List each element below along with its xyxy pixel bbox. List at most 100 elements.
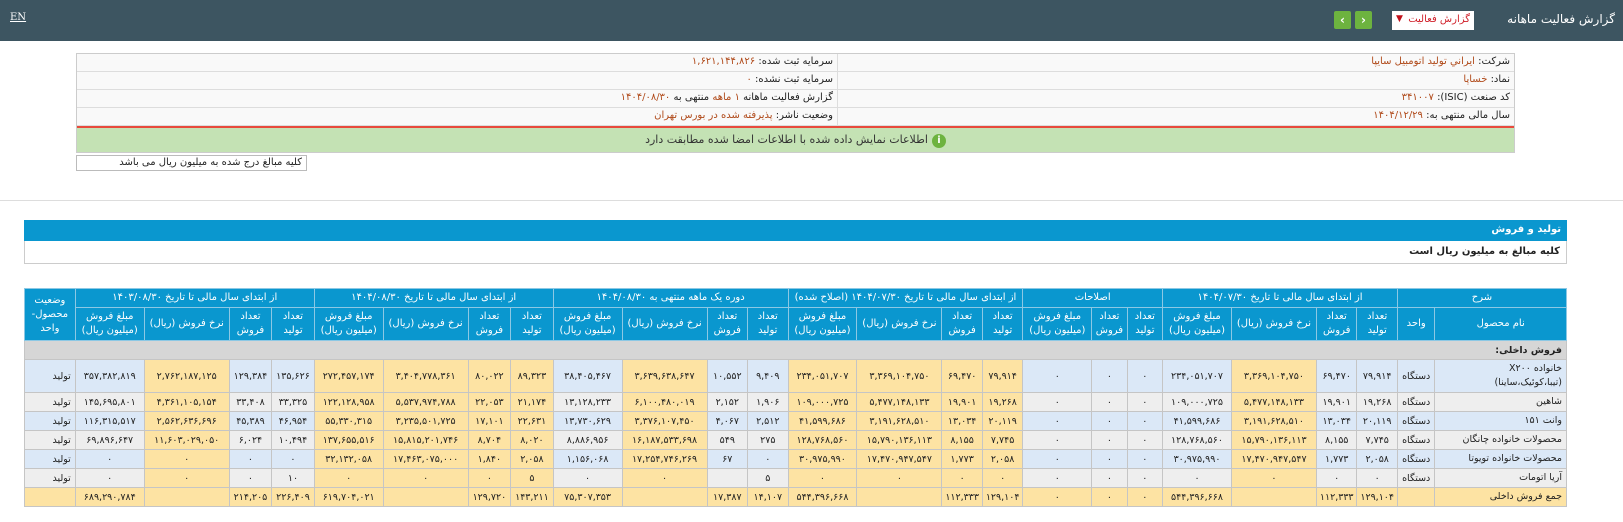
cell: ۵,۴۷۷,۱۴۸,۱۳۳ bbox=[1230, 392, 1317, 412]
cell: ۲۲,۶۳۱ bbox=[510, 411, 554, 431]
column-header: مبلغ فروش (میلیون ریال) bbox=[552, 307, 623, 341]
language-toggle-en[interactable]: EN bbox=[10, 12, 27, 23]
cell: ۱۷,۴۷۰,۹۴۷,۵۴۷ bbox=[1230, 449, 1317, 469]
cell: ۶,۱۰۰,۴۸۰,۰۱۹ bbox=[621, 392, 708, 412]
cell bbox=[382, 487, 469, 507]
product-name: محصولات خانواده چانگان bbox=[1434, 430, 1567, 450]
cell: ۰ bbox=[621, 468, 708, 488]
next-button[interactable]: › bbox=[1355, 11, 1372, 29]
cell: ۰ bbox=[74, 468, 145, 488]
column-header-row: نام محصول واحد تعداد تولید تعداد فروش نرخ فر… bbox=[25, 307, 1567, 341]
cell bbox=[706, 468, 749, 488]
cell: ۰ bbox=[552, 468, 623, 488]
cell: ۳۰,۹۷۵,۹۹۰ bbox=[1162, 449, 1232, 469]
group-header: دوره یک ماهه منتهی به ۱۴۰۴/۰۸/۳۰ bbox=[552, 288, 789, 308]
cell: ۱۰۹,۰۰۰,۷۲۵ bbox=[787, 392, 858, 412]
cell: ۵,۴۷۷,۱۴۸,۱۳۳ bbox=[856, 392, 943, 412]
cell: ۱۱۲,۳۳۳ bbox=[1315, 487, 1358, 507]
group-header: از ابتدای سال مالی تا تاریخ ۱۴۰۴/۰۸/۳۰ bbox=[313, 288, 554, 308]
column-header: تعداد تولید bbox=[747, 307, 789, 341]
cell: ۵,۵۳۷,۹۷۴,۷۸۸ bbox=[382, 392, 469, 412]
table-row: وانت ۱۵۱ دستگاه ۲۰,۱۱۹ ۱۳,۰۳۴ ۳,۱۹۱,۶۲۸,۵۱۰ ۴… bbox=[24, 411, 1567, 431]
cell: ۳۳,۴۰۸ bbox=[228, 392, 273, 412]
chevron-down-icon: ▼ bbox=[1396, 14, 1403, 24]
symbol-value[interactable]: خساپا bbox=[1463, 74, 1488, 85]
cell: ۱,۱۵۶,۰۶۸ bbox=[552, 449, 623, 469]
prev-button[interactable]: ‹ bbox=[1334, 11, 1351, 29]
fiscal-year-field: سال مالی منتهی به: ۱۴۰۴/۱۲/۲۹ bbox=[837, 108, 1514, 125]
label: گزارش فعالیت ماهانه bbox=[743, 92, 833, 103]
cell: ۱۱۲,۳۳۳ bbox=[941, 487, 983, 507]
column-header: نرخ فروش (ریال) bbox=[1230, 307, 1317, 341]
cell: ۱۲۹,۱۰۴ bbox=[1356, 487, 1398, 507]
unregistered-capital-field: سرمایه ثبت نشده: ۰ bbox=[742, 72, 837, 89]
column-header: تعداد تولید bbox=[510, 307, 554, 341]
cell: ۰ bbox=[981, 468, 1024, 488]
group-header: وضعیت محصول-واحد bbox=[24, 288, 76, 341]
cell: ۰ bbox=[1022, 411, 1093, 431]
column-header: تعداد تولید bbox=[271, 307, 315, 341]
column-header: تعداد فروش bbox=[941, 307, 983, 341]
amounts-note: کلیه مبالغ درج شده به میلیون ریال می باش… bbox=[76, 155, 307, 171]
column-header: تعداد تولید bbox=[1356, 307, 1398, 341]
column-header: مبلغ فروش (میلیون ریال) bbox=[313, 307, 384, 341]
cell: ۰ bbox=[1022, 392, 1093, 412]
cell: ۱۱,۶۰۳,۰۲۹,۰۵۰ bbox=[143, 430, 230, 450]
cell: ۳,۳۷۶,۱۰۷,۴۵۰ bbox=[621, 411, 708, 431]
column-header: نرخ فروش (ریال) bbox=[856, 307, 943, 341]
cell: ۱۹,۲۶۸ bbox=[981, 392, 1024, 412]
page-title: گزارش فعالیت ماهانه bbox=[1507, 12, 1615, 26]
info-icon: i bbox=[931, 134, 946, 148]
cell: ۱۲۸,۷۶۸,۵۶۰ bbox=[787, 430, 858, 450]
cell: ۱۳,۷۳۰,۶۲۹ bbox=[552, 411, 623, 431]
group-header: از ابتدای سال مالی تا تاریخ ۱۴۰۴/۰۷/۳۰ bbox=[1162, 288, 1398, 308]
cell: ۱۵,۸۱۵,۲۰۱,۷۴۶ bbox=[382, 430, 469, 450]
table-row: محصولات خانواده تویوتا دستگاه ۲,۰۵۸ ۱,۷۷۳ ۱۷… bbox=[24, 449, 1567, 469]
cell: ۲۳۴,۰۵۱,۷۰۷ bbox=[1162, 359, 1232, 393]
cell: ۰ bbox=[1315, 468, 1358, 488]
report-type-dropdown[interactable]: گزارش فعالیت ▼ bbox=[1392, 11, 1474, 30]
cell: ۰ bbox=[856, 468, 943, 488]
symbol-field: نماد: خساپا bbox=[837, 72, 1514, 89]
table-row: خانواده X۲۰۰ (تیبا،کوئیک،ساینا) دستگاه ۷۹,… bbox=[24, 359, 1567, 393]
column-header: تعداد فروش bbox=[228, 307, 273, 341]
label: شرکت: bbox=[1478, 56, 1510, 67]
cell: ۲,۵۱۲ bbox=[747, 411, 789, 431]
cell: ۱۹,۲۶۸ bbox=[1356, 392, 1398, 412]
cell: ۰ bbox=[1091, 411, 1128, 431]
cell: ۲,۰۵۸ bbox=[981, 449, 1024, 469]
status: تولید bbox=[24, 449, 76, 469]
report-period: ۱ ماهه bbox=[712, 92, 740, 103]
cell: ۶۱۹,۷۰۴,۰۲۱ bbox=[313, 487, 384, 507]
cell: ۰ bbox=[1022, 487, 1093, 507]
cell: ۳,۲۳۵,۵۰۱,۷۲۵ bbox=[382, 411, 469, 431]
report-date: ۱۴۰۴/۰۸/۳۰ bbox=[620, 92, 671, 103]
cell: ۰ bbox=[313, 468, 384, 488]
status: تولید bbox=[24, 411, 76, 431]
cell: ۱۵,۷۹۰,۱۳۶,۱۱۳ bbox=[1230, 430, 1317, 450]
column-header: مبلغ فروش (میلیون ریال) bbox=[787, 307, 858, 341]
cell: ۱۳,۰۳۴ bbox=[941, 411, 983, 431]
cell: ۸,۰۲۰ bbox=[510, 430, 554, 450]
unit: دستگاه bbox=[1396, 359, 1436, 393]
cell: ۴۱,۵۹۹,۶۸۶ bbox=[1162, 411, 1232, 431]
capital-value: ۱,۶۲۱,۱۴۴,۸۲۶ bbox=[691, 56, 756, 67]
cell: ۱۲۹,۱۰۴ bbox=[981, 487, 1024, 507]
cell: ۵۵,۳۳۰,۳۱۵ bbox=[313, 411, 384, 431]
cell: ۱۴۵,۶۹۵,۸۰۱ bbox=[74, 392, 145, 412]
cell: ۱۴,۱۰۷ bbox=[747, 487, 789, 507]
cell: ۶۹,۴۷۰ bbox=[941, 359, 983, 393]
column-header: تعداد تولید bbox=[981, 307, 1024, 341]
cell: ۲۲,۰۵۳ bbox=[467, 392, 512, 412]
cell: ۵۴۴,۳۹۶,۶۶۸ bbox=[787, 487, 858, 507]
cell: ۰ bbox=[143, 449, 230, 469]
product-name: شاهین bbox=[1434, 392, 1567, 412]
cell: ۹,۴۰۹ bbox=[747, 359, 789, 393]
cell bbox=[621, 487, 708, 507]
capital-field: سرمایه ثبت شده: ۱,۶۲۱,۱۴۴,۸۲۶ bbox=[688, 54, 837, 71]
cell: ۳,۴۰۴,۷۷۸,۳۶۱ bbox=[382, 359, 469, 393]
cell: ۰ bbox=[1162, 468, 1232, 488]
company-name[interactable]: ايراني توليد اتومبيل سايپا bbox=[1371, 56, 1475, 67]
cell: ۰ bbox=[1126, 487, 1164, 507]
cell: ۰ bbox=[1091, 359, 1128, 393]
